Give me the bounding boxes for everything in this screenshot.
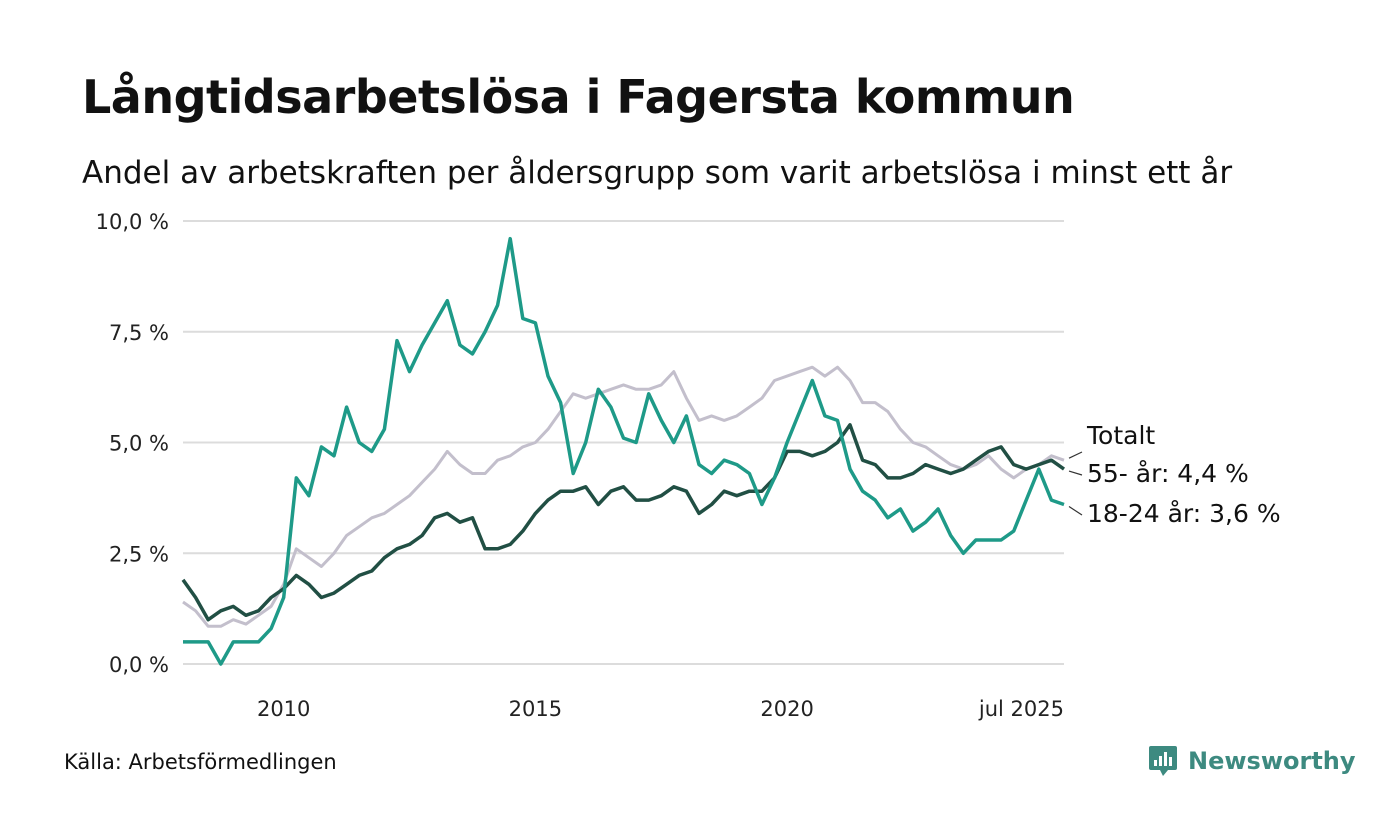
newsworthy-logo-icon bbox=[1149, 746, 1177, 776]
x-tick-label: 2015 bbox=[509, 697, 562, 721]
y-tick-label: 10,0 % bbox=[96, 210, 169, 234]
leader-line bbox=[1068, 451, 1083, 459]
x-tick-label: 2020 bbox=[760, 697, 813, 721]
y-tick-label: 5,0 % bbox=[109, 432, 169, 456]
leader-line bbox=[1068, 506, 1083, 516]
leader-line bbox=[1068, 470, 1083, 476]
brand-name: Newsworthy bbox=[1188, 747, 1356, 775]
x-tick-label: 2010 bbox=[257, 697, 310, 721]
series-line-55plus bbox=[181, 423, 1066, 622]
series-labels: Totalt 55- år: 4,4 % 18-24 år: 3,6 % bbox=[1068, 421, 1281, 528]
chart-subtitle: Andel av arbetskraften per åldersgrupp s… bbox=[82, 155, 1233, 191]
series-label-totalt: Totalt bbox=[1086, 421, 1155, 450]
series-label-18_24: 18-24 år: 3,6 % bbox=[1087, 499, 1281, 528]
y-tick-label: 2,5 % bbox=[109, 542, 169, 566]
chart-title: Långtidsarbetslösa i Fagersta kommun bbox=[82, 70, 1075, 124]
brand-logo: Newsworthy bbox=[1148, 744, 1356, 778]
series-lines bbox=[181, 236, 1066, 666]
gridlines bbox=[183, 220, 1064, 665]
y-tick-label: 7,5 % bbox=[109, 321, 169, 345]
source-note: Källa: Arbetsförmedlingen bbox=[64, 750, 337, 774]
x-axis-ticks: 2010 2015 2020 jul 2025 bbox=[257, 697, 1064, 721]
y-tick-label: 0,0 % bbox=[109, 653, 169, 677]
series-label-55plus: 55- år: 4,4 % bbox=[1087, 459, 1249, 488]
series-line-totalt bbox=[182, 365, 1065, 628]
x-tick-label: jul 2025 bbox=[978, 697, 1064, 721]
y-axis-ticks: 0,0 % 2,5 % 5,0 % 7,5 % 10,0 % bbox=[96, 210, 169, 677]
series-line-18_24 bbox=[183, 236, 1065, 666]
